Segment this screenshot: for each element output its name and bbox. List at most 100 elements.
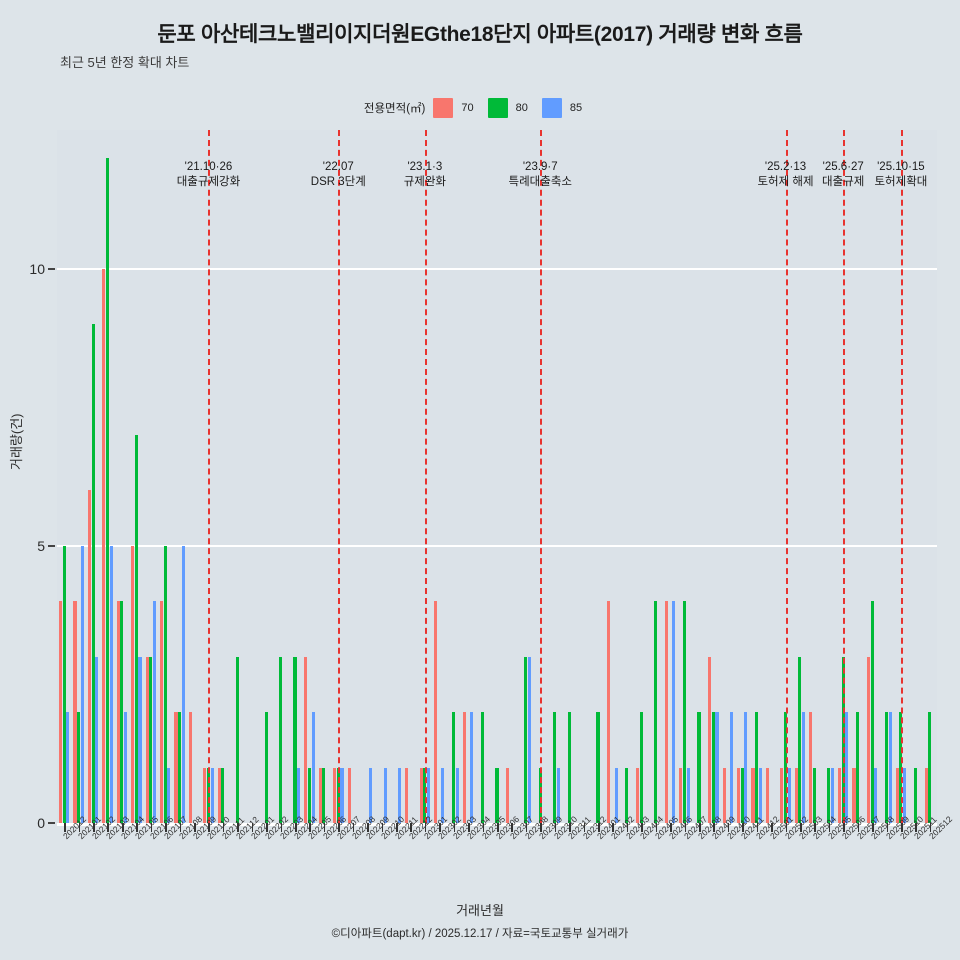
bar[interactable] <box>398 767 402 823</box>
bar[interactable] <box>827 767 831 823</box>
bar[interactable] <box>181 545 185 823</box>
bar[interactable] <box>167 767 171 823</box>
bar[interactable] <box>838 767 842 823</box>
bar[interactable] <box>124 712 128 823</box>
bar[interactable] <box>59 601 63 823</box>
bar[interactable] <box>636 767 640 823</box>
bar[interactable] <box>152 601 156 823</box>
bar[interactable] <box>340 767 344 823</box>
bar[interactable] <box>159 601 164 823</box>
bar[interactable] <box>744 712 748 823</box>
bar[interactable] <box>682 601 687 823</box>
legend-swatch-80[interactable] <box>487 98 508 118</box>
bar[interactable] <box>426 767 431 823</box>
legend-swatch-85[interactable] <box>541 98 562 118</box>
bar[interactable] <box>481 712 485 823</box>
bar[interactable] <box>740 767 744 823</box>
bar[interactable] <box>279 656 283 823</box>
bar[interactable] <box>318 767 322 823</box>
bar[interactable] <box>913 767 917 823</box>
bar[interactable] <box>812 767 816 823</box>
bar[interactable] <box>235 656 239 823</box>
bar[interactable] <box>383 767 387 823</box>
bar[interactable] <box>77 712 81 823</box>
bar[interactable] <box>845 712 849 823</box>
bar[interactable] <box>80 545 84 823</box>
bar[interactable] <box>131 545 135 823</box>
bar[interactable] <box>556 767 560 823</box>
bar[interactable] <box>866 656 870 823</box>
bar[interactable] <box>798 656 802 823</box>
bar[interactable] <box>495 767 499 823</box>
bar[interactable] <box>596 712 600 823</box>
bar[interactable] <box>686 767 690 823</box>
bar[interactable] <box>751 767 755 823</box>
bar[interactable] <box>264 712 268 823</box>
bar[interactable] <box>405 767 409 823</box>
bar[interactable] <box>322 767 326 823</box>
bar[interactable] <box>780 767 784 823</box>
bar[interactable] <box>105 157 110 823</box>
bar[interactable] <box>62 545 66 823</box>
bar[interactable] <box>765 767 769 823</box>
bar[interactable] <box>672 601 676 823</box>
bar[interactable] <box>830 767 834 823</box>
bar[interactable] <box>87 490 91 823</box>
bar[interactable] <box>138 656 142 823</box>
bar[interactable] <box>794 767 798 823</box>
bar[interactable] <box>607 601 611 823</box>
bar[interactable] <box>758 767 762 823</box>
bar[interactable] <box>755 712 759 823</box>
bar[interactable] <box>729 712 733 823</box>
bar[interactable] <box>884 712 889 823</box>
bar[interactable] <box>441 767 445 823</box>
bar[interactable] <box>870 601 874 823</box>
bar[interactable] <box>924 767 928 823</box>
bar[interactable] <box>434 601 438 823</box>
bar[interactable] <box>145 656 149 823</box>
bar[interactable] <box>809 712 813 823</box>
bar[interactable] <box>203 767 207 823</box>
bar[interactable] <box>210 767 214 823</box>
bar[interactable] <box>737 767 741 823</box>
bar[interactable] <box>304 656 308 823</box>
bar[interactable] <box>903 767 907 823</box>
bar[interactable] <box>470 712 474 823</box>
bar[interactable] <box>66 712 70 823</box>
bar[interactable] <box>347 767 351 823</box>
bar[interactable] <box>802 712 806 823</box>
bar[interactable] <box>711 712 715 823</box>
bar[interactable] <box>888 712 892 823</box>
bar[interactable] <box>697 712 701 823</box>
bar[interactable] <box>163 545 167 823</box>
bar[interactable] <box>852 767 856 823</box>
bar[interactable] <box>614 767 618 823</box>
bar[interactable] <box>293 656 297 823</box>
bar[interactable] <box>102 268 106 823</box>
bar[interactable] <box>715 712 719 823</box>
bar[interactable] <box>856 712 860 823</box>
bar[interactable] <box>462 712 467 823</box>
bar[interactable] <box>311 712 315 823</box>
bar[interactable] <box>221 767 225 823</box>
bar[interactable] <box>679 767 683 823</box>
bar[interactable] <box>625 767 629 823</box>
bar[interactable] <box>664 601 668 823</box>
bar[interactable] <box>553 712 557 823</box>
bar[interactable] <box>149 656 153 823</box>
bar[interactable] <box>333 767 337 823</box>
bar[interactable] <box>787 767 791 823</box>
bar[interactable] <box>109 545 113 823</box>
bar[interactable] <box>91 324 95 823</box>
bar[interactable] <box>895 767 899 823</box>
bar[interactable] <box>506 767 510 823</box>
bar[interactable] <box>722 767 726 823</box>
bar[interactable] <box>369 767 373 823</box>
bar[interactable] <box>120 601 124 823</box>
bar[interactable] <box>307 767 311 823</box>
bar[interactable] <box>928 712 932 823</box>
bar[interactable] <box>134 434 138 823</box>
bar[interactable] <box>188 712 192 823</box>
bar[interactable] <box>452 712 456 823</box>
bar[interactable] <box>874 767 878 823</box>
